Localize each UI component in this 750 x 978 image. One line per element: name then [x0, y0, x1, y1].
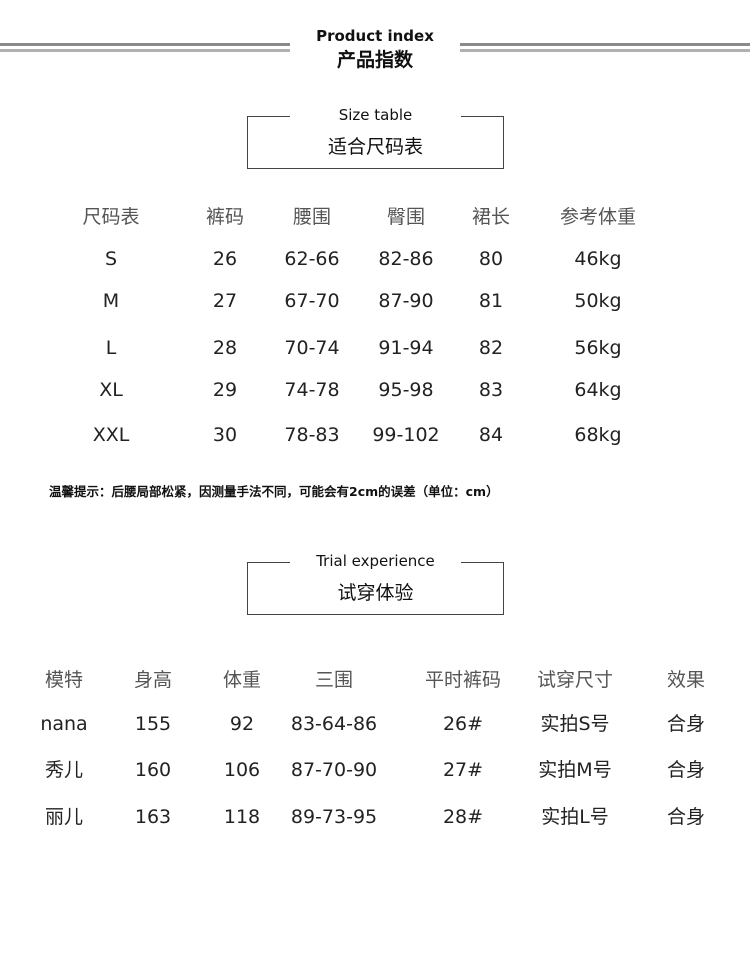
- table-cell: 28: [212, 337, 238, 359]
- table-cell: 实拍M号: [538, 759, 612, 781]
- size-section-title-en: Size table: [338, 106, 413, 124]
- column-header: 参考体重: [559, 206, 637, 228]
- table-cell: 160: [134, 759, 172, 781]
- table-cell: 91-94: [378, 337, 434, 359]
- table-cell: S: [104, 248, 118, 270]
- table-cell: 82: [478, 337, 504, 359]
- table-cell: 87-70-90: [290, 759, 378, 781]
- table-cell: 46kg: [574, 248, 622, 270]
- column-header: 裤码: [205, 206, 245, 228]
- table-cell: 95-98: [378, 379, 434, 401]
- table-cell: 83: [478, 379, 504, 401]
- decorative-double-line-left: [0, 43, 290, 52]
- table-cell: 84: [478, 424, 504, 446]
- table-cell: 64kg: [574, 379, 622, 401]
- table-cell: 67-70: [284, 290, 340, 312]
- table-cell: XXL: [92, 424, 130, 446]
- table-cell: 82-86: [378, 248, 434, 270]
- table-cell: L: [105, 337, 117, 359]
- column-header: 裙长: [471, 206, 511, 228]
- column-header: 试穿尺寸: [536, 669, 614, 691]
- table-cell: 89-73-95: [290, 806, 378, 828]
- table-cell: 92: [229, 713, 255, 735]
- column-header: 模特: [44, 669, 84, 691]
- column-header: 体重: [222, 669, 262, 691]
- table-row: 丽儿 163 118 89-73-95 28# 实拍L号 合身: [0, 802, 750, 832]
- table-cell: 实拍L号: [541, 806, 609, 828]
- table-row: S 26 62-66 82-86 80 46kg: [0, 244, 750, 274]
- table-cell: 29: [212, 379, 238, 401]
- table-row: 秀儿 160 106 87-70-90 27# 实拍M号 合身: [0, 755, 750, 785]
- table-cell: 56kg: [574, 337, 622, 359]
- table-cell: 26: [212, 248, 238, 270]
- column-header: 腰围: [292, 206, 332, 228]
- column-header: 三围: [314, 669, 354, 691]
- table-cell: 163: [134, 806, 172, 828]
- table-cell: nana: [40, 713, 88, 735]
- trial-section-title-box: Trial experience 试穿体验: [247, 552, 504, 615]
- table-cell: 30: [212, 424, 238, 446]
- table-cell: 68kg: [574, 424, 622, 446]
- trial-section-title-en: Trial experience: [316, 552, 435, 570]
- table-header-row: 模特 身高 体重 三围 平时裤码 试穿尺寸 效果: [0, 665, 750, 695]
- table-cell: 87-90: [378, 290, 434, 312]
- table-cell: 74-78: [284, 379, 340, 401]
- table-cell: 27: [212, 290, 238, 312]
- size-section-title-cn: 适合尺码表: [327, 136, 423, 158]
- table-row: XL 29 74-78 95-98 83 64kg: [0, 375, 750, 405]
- column-header: 身高: [133, 669, 173, 691]
- decorative-double-line-right: [460, 43, 750, 52]
- table-cell: 28#: [442, 806, 484, 828]
- size-section-title-box: Size table 适合尺码表: [247, 106, 504, 169]
- header-title-cn: 产品指数: [336, 49, 413, 71]
- table-header-row: 尺码表 裤码 腰围 臀围 裙长 参考体重: [0, 202, 750, 232]
- table-row: M 27 67-70 87-90 81 50kg: [0, 286, 750, 316]
- table-cell: 155: [134, 713, 172, 735]
- column-header: 平时裤码: [424, 669, 502, 691]
- table-cell: 实拍S号: [540, 713, 610, 735]
- table-cell: 78-83: [284, 424, 340, 446]
- table-cell: 丽儿: [44, 806, 84, 828]
- measurement-note: 温馨提示：后腰局部松紧，因测量手法不同，可能会有2cm的误差（单位：cm）: [49, 484, 499, 499]
- table-cell: 118: [223, 806, 261, 828]
- table-cell: 83-64-86: [290, 713, 378, 735]
- table-cell: 80: [478, 248, 504, 270]
- table-cell: 99-102: [372, 424, 440, 446]
- table-cell: 合身: [666, 713, 706, 735]
- table-cell: 27#: [442, 759, 484, 781]
- column-header: 效果: [666, 669, 706, 691]
- table-cell: 26#: [442, 713, 484, 735]
- table-cell: XL: [99, 379, 123, 401]
- table-cell: 合身: [666, 806, 706, 828]
- table-cell: 106: [223, 759, 261, 781]
- table-row: L 28 70-74 91-94 82 56kg: [0, 333, 750, 363]
- table-cell: 合身: [666, 759, 706, 781]
- table-cell: M: [102, 290, 120, 312]
- trial-section-title-cn: 试穿体验: [337, 582, 414, 604]
- column-header: 臀围: [386, 206, 426, 228]
- table-row: nana 155 92 83-64-86 26# 实拍S号 合身: [0, 709, 750, 739]
- table-cell: 70-74: [284, 337, 340, 359]
- header-title-en: Product index: [316, 27, 434, 45]
- table-row: XXL 30 78-83 99-102 84 68kg: [0, 420, 750, 450]
- table-cell: 62-66: [284, 248, 340, 270]
- table-cell: 50kg: [574, 290, 622, 312]
- table-cell: 81: [478, 290, 504, 312]
- table-cell: 秀儿: [44, 759, 84, 781]
- column-header: 尺码表: [82, 206, 140, 228]
